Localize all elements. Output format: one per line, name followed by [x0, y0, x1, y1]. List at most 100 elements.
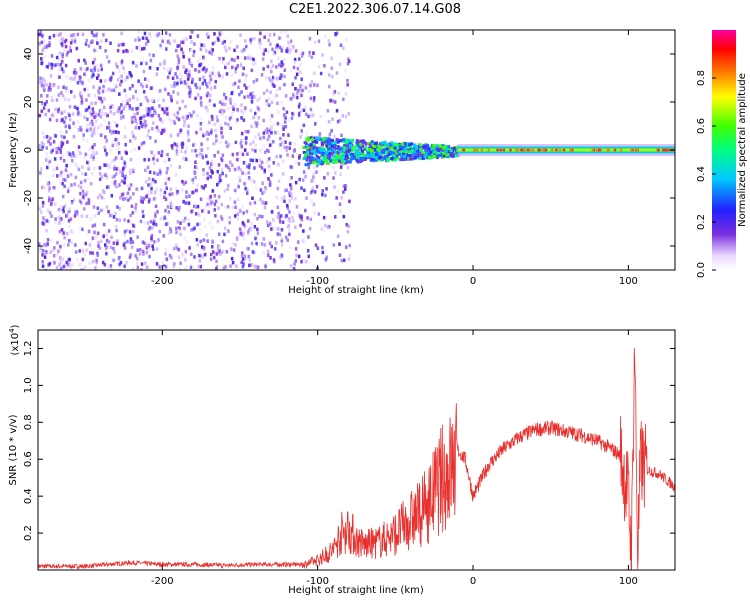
spectrogram-cell — [39, 51, 42, 56]
spectrogram-cell — [118, 206, 121, 211]
spectrogram-cell — [223, 102, 227, 107]
spectrogram-cell — [61, 94, 65, 98]
spectrogram-cell — [64, 75, 68, 79]
spectrogram-cell — [59, 63, 62, 67]
spectrogram-cell — [246, 94, 250, 99]
spectrogram-cell — [152, 157, 155, 161]
spectrogram-cell — [78, 249, 81, 253]
spectrogram-cell — [249, 201, 252, 206]
spectrogram-cell — [77, 145, 81, 149]
spectrogram-cell — [289, 191, 293, 196]
spectrogram-cell — [221, 41, 224, 45]
spectrogram-cell — [152, 121, 155, 125]
spectrogram-peak-cell — [630, 148, 633, 152]
spectrogram-cell — [58, 218, 62, 222]
spectrogram-cell — [176, 100, 179, 105]
spectrogram-cell — [228, 215, 231, 220]
spectrogram-cell — [45, 100, 48, 104]
spectrogram-cell — [160, 149, 164, 154]
spectrogram-band-cell — [403, 146, 407, 150]
spectrogram-cell — [220, 202, 223, 207]
spectrogram-band-cell — [361, 150, 364, 154]
spectrogram-cell — [67, 186, 70, 191]
spectrogram-cell — [223, 232, 226, 237]
spectrogram-cell — [88, 261, 91, 266]
spectrogram-cell — [266, 64, 270, 69]
spectrogram-cell — [221, 102, 224, 106]
spectrogram-cell — [167, 230, 171, 234]
spectrogram-cell — [335, 109, 339, 113]
spectrogram-band-cell — [385, 147, 389, 151]
spectrogram-cell — [52, 185, 55, 190]
spectrogram-cell — [190, 61, 193, 65]
spectrogram-cell — [159, 170, 162, 174]
spectrogram-cell — [179, 71, 182, 76]
spectrogram-band-cell — [390, 146, 394, 150]
spectrogram-cell — [199, 197, 203, 201]
spectrogram-cell — [81, 189, 85, 194]
spectrogram-cell — [97, 132, 101, 137]
colorbar-tick-label: 0.4 — [696, 166, 707, 182]
spectrogram-band-cell — [324, 151, 328, 155]
spectrogram-cell — [282, 107, 285, 111]
spectrogram-cell — [123, 264, 126, 269]
spectrogram-cell — [146, 39, 150, 43]
spectrogram-cell — [276, 101, 279, 105]
spectrogram-cell — [274, 247, 277, 251]
spectrogram-cell — [204, 203, 207, 208]
spectrogram-cell — [238, 178, 242, 182]
spectrogram-band-cell — [370, 154, 374, 158]
spectrogram-cell — [198, 77, 202, 81]
spectrogram-cell — [257, 116, 261, 120]
spectrogram-cell — [198, 86, 202, 90]
spectrogram-cell — [245, 44, 248, 49]
spectrogram-cell — [254, 144, 257, 148]
spectrogram-cell — [244, 129, 248, 134]
spectrogram-cell — [102, 105, 106, 110]
spectrogram-cell — [104, 79, 107, 83]
spectrogram-cell — [201, 209, 204, 213]
spectrogram-cell — [71, 159, 74, 163]
spectrogram-cell — [126, 101, 129, 106]
spectrogram-cell — [136, 265, 140, 270]
spectrogram-cell — [293, 262, 296, 266]
spectrogram-cell — [173, 262, 176, 266]
spectrogram-cell — [142, 140, 146, 145]
spectrogram-cell — [124, 143, 127, 147]
spectrogram-cell — [193, 142, 196, 147]
spectrogram-cell — [125, 49, 128, 53]
spectrogram-cell — [61, 117, 64, 122]
spectrogram-cell — [300, 214, 303, 218]
spectrogram-cell — [73, 94, 76, 99]
spectrogram-cell — [89, 155, 93, 159]
spectrogram-cell — [192, 204, 196, 209]
spectrogram-cell — [118, 151, 121, 155]
spectrogram-cell — [333, 100, 337, 104]
spectrogram-cell — [96, 76, 99, 80]
spectrogram-cell — [262, 144, 266, 148]
spectrogram-cell — [243, 254, 246, 259]
spectrogram-cell — [259, 197, 262, 202]
spectrogram-cell — [241, 221, 245, 225]
spectrogram-cell — [76, 81, 80, 85]
spectrogram-cell — [84, 108, 87, 113]
spectrogram-band-cell — [401, 157, 405, 161]
spectrogram-cell — [128, 168, 132, 172]
spectrogram-cell — [70, 33, 73, 38]
spectrogram-cell — [273, 76, 277, 80]
spectrogram-cell — [310, 55, 314, 59]
spectrogram-cell — [109, 129, 112, 133]
spectrogram-cell — [182, 157, 186, 161]
spectrogram-cell — [62, 209, 65, 214]
spectrogram-cell — [45, 229, 48, 233]
spectrogram-band-cell — [347, 153, 350, 156]
spectrogram-cell — [312, 51, 315, 55]
spectrogram-band-cell — [340, 156, 344, 160]
spectrogram-cell — [265, 127, 269, 131]
spectrogram-cell — [152, 154, 156, 158]
spectrogram-cell — [214, 199, 218, 204]
spectrogram-cell — [125, 228, 129, 233]
spectrogram-band-cell — [326, 161, 330, 165]
spectrogram-band-cell — [390, 141, 393, 145]
spectrogram-cell — [213, 40, 217, 45]
